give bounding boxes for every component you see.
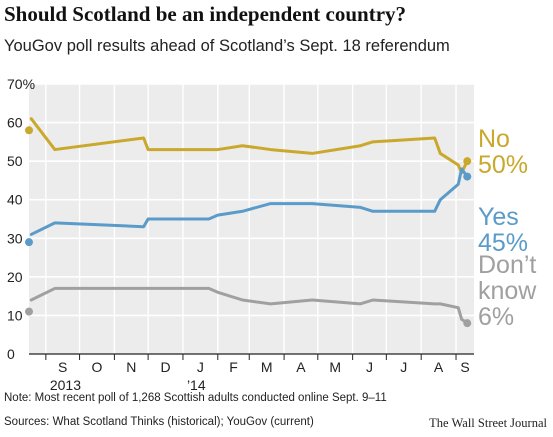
series-line: [29, 167, 469, 236]
y-tick-label: 10: [7, 307, 23, 323]
sources-note: Sources: What Scotland Thinks (historica…: [4, 416, 314, 428]
year-label: 2013: [50, 377, 81, 393]
series-value-label: 45%: [478, 229, 528, 257]
y-tick-label: 50: [7, 153, 23, 169]
series-name-label: know: [478, 277, 537, 305]
publisher-credit: The Wall Street Journal: [429, 416, 547, 430]
chart-subtitle: YouGov poll results ahead of Scotland’s …: [4, 37, 450, 55]
x-tick-label: F: [229, 359, 238, 375]
plot-background: [29, 84, 474, 354]
start-point: [25, 238, 33, 247]
gridlines: [29, 83, 474, 354]
x-tick-label: O: [92, 359, 103, 375]
y-tick-label: 30: [7, 230, 23, 246]
x-tick-label: J: [366, 359, 373, 375]
y-tick-label: 60: [7, 115, 23, 131]
x-tick-label: M: [329, 359, 341, 375]
y-tick-label: 0: [7, 346, 15, 362]
series-line: [29, 117, 469, 175]
start-point: [25, 126, 33, 135]
y-tick-label: 20: [7, 269, 23, 285]
end-point: [463, 157, 472, 166]
y-tick-label: 40: [7, 192, 23, 208]
series-name-label: No: [478, 125, 510, 153]
chart-title: Should Scotland be an independent countr…: [4, 2, 407, 26]
x-tick-label: J: [400, 359, 407, 375]
y-tick-label: 70%: [7, 76, 35, 92]
x-tick-label: A: [434, 359, 444, 375]
y-axis: 0 10 20 30 40 50 60 70%: [7, 76, 35, 362]
series-name-label: Don’t: [478, 251, 536, 279]
end-point: [463, 319, 472, 328]
series-line: [29, 286, 469, 325]
x-tick-label: S: [58, 359, 67, 375]
series-value-label: 50%: [478, 151, 528, 179]
x-tick-label: D: [160, 359, 170, 375]
x-tick-label: N: [126, 359, 136, 375]
series-name-label: Yes: [478, 203, 519, 231]
footnote: Note: Most recent poll of 1,268 Scottish…: [4, 392, 387, 404]
x-tick-label: S: [460, 359, 469, 375]
series-value-label: 6%: [478, 303, 514, 331]
start-point: [25, 307, 33, 316]
x-tick-label: J: [197, 359, 204, 375]
year-label: ’14: [187, 377, 206, 393]
series-group: [25, 117, 472, 328]
end-point: [463, 172, 472, 181]
x-tick-label: M: [261, 359, 273, 375]
x-tick-label: A: [296, 359, 306, 375]
